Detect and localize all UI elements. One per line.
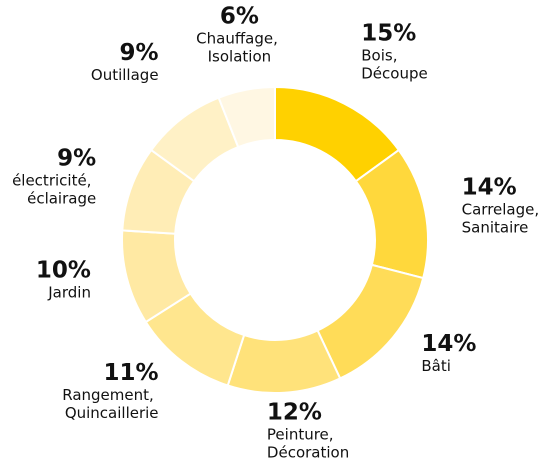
category-label: Bâti [421, 357, 451, 375]
percent-label: 9% [57, 146, 96, 172]
percent-label: 12% [267, 400, 322, 426]
percent-label: 10% [36, 257, 91, 283]
category-label: électricité, éclairage [12, 172, 96, 208]
category-label: Rangement, Quincaillerie [62, 386, 158, 422]
segment [217, 85, 276, 149]
category-label: Bois, Découpe [361, 47, 427, 83]
category-label: Carrelage, Sanitaire [462, 200, 544, 236]
segment [316, 263, 425, 380]
category-label: Peinture, Décoration [267, 426, 349, 462]
percent-label: 14% [462, 174, 517, 200]
percent-label: 6% [220, 3, 259, 29]
category-label: Chauffage, Isolation [196, 29, 283, 65]
percent-label: 14% [421, 331, 476, 357]
percent-label: 15% [361, 21, 416, 47]
percent-label: 9% [119, 40, 158, 66]
category-label: Outillage [91, 66, 159, 84]
category-label: Jardin [47, 283, 91, 301]
percent-label: 11% [103, 360, 158, 386]
